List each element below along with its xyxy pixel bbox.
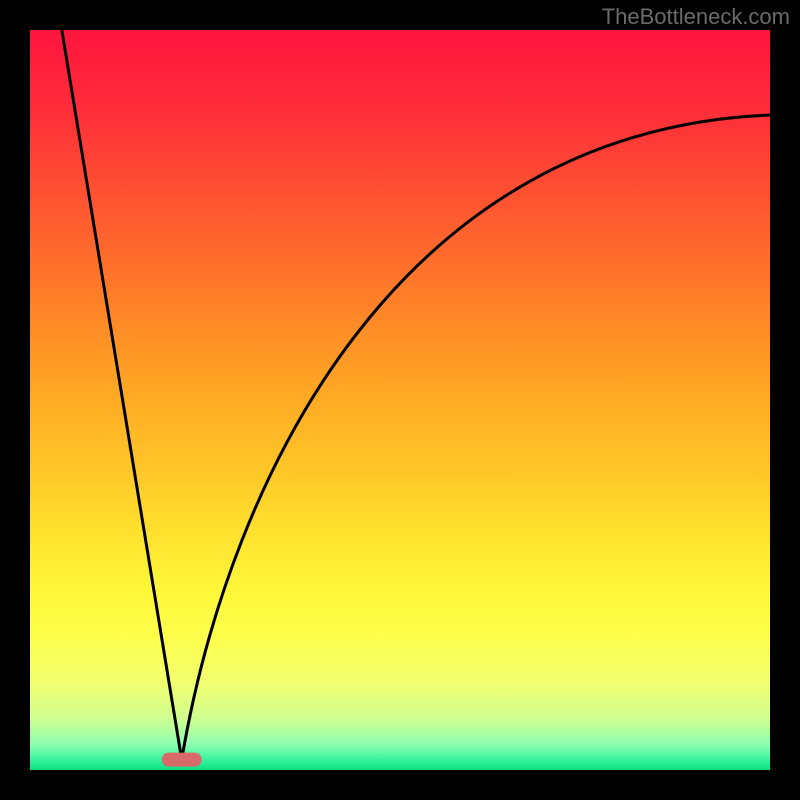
gradient-background	[30, 30, 770, 770]
chart-container: TheBottleneck.com	[0, 0, 800, 800]
watermark-text: TheBottleneck.com	[602, 4, 790, 30]
bottleneck-curve-chart	[0, 0, 800, 800]
optimal-point-marker	[162, 753, 202, 767]
